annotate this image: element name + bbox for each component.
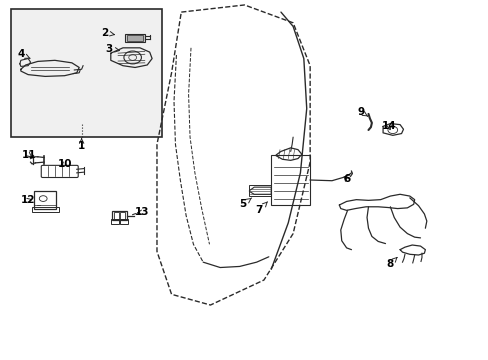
Bar: [11, 9, 162, 137]
Bar: [120, 219, 127, 224]
Text: 2: 2: [101, 28, 114, 38]
Text: 14: 14: [381, 121, 396, 131]
Bar: [111, 219, 119, 224]
Text: 9: 9: [357, 107, 367, 117]
Text: 13: 13: [135, 207, 149, 217]
Bar: [127, 35, 142, 41]
Text: 4: 4: [17, 49, 30, 59]
Text: 3: 3: [105, 44, 119, 54]
Bar: [32, 207, 59, 212]
Bar: [125, 33, 144, 42]
Text: 5: 5: [239, 198, 251, 209]
Text: 1: 1: [78, 138, 85, 151]
Bar: [112, 211, 126, 220]
Bar: [120, 212, 124, 219]
Bar: [271, 155, 309, 205]
Bar: [114, 212, 118, 219]
Text: 6: 6: [342, 174, 349, 184]
Text: 7: 7: [255, 202, 267, 215]
Text: 12: 12: [21, 195, 35, 205]
Bar: [249, 185, 271, 196]
Text: 11: 11: [22, 150, 36, 160]
Text: 8: 8: [386, 257, 396, 269]
Text: 10: 10: [57, 159, 72, 169]
Bar: [34, 191, 56, 208]
